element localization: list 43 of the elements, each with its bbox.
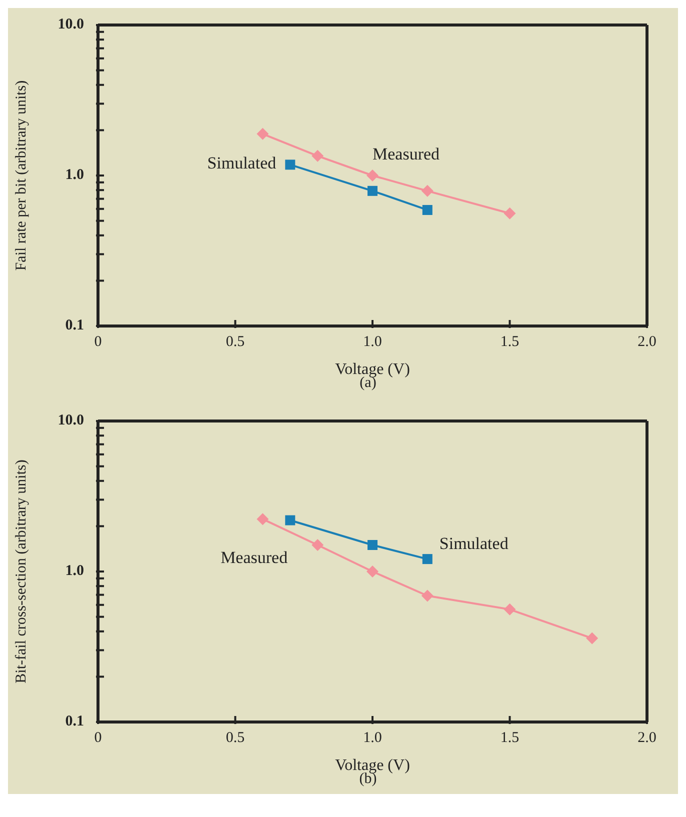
point xyxy=(368,186,378,196)
y-tick-label: 0.1 xyxy=(65,713,84,730)
x-axis-title: Voltage (V) xyxy=(335,757,410,774)
x-tick-label: 1.0 xyxy=(363,334,382,350)
x-tick-label: 1.5 xyxy=(500,334,520,350)
text: (b) xyxy=(359,771,377,788)
x-axis-title: Voltage (V) xyxy=(335,361,410,378)
x-tick-label: 0 xyxy=(94,730,102,746)
series-label: Simulated xyxy=(439,534,509,553)
y-tick-label: 10.0 xyxy=(58,16,84,32)
series-label: Measured xyxy=(220,548,288,567)
point xyxy=(422,204,432,215)
point xyxy=(368,540,378,550)
x-tick-label: 0.5 xyxy=(226,730,245,746)
point xyxy=(421,184,434,197)
point xyxy=(422,554,432,564)
x-tick-label: 0 xyxy=(94,334,102,350)
point xyxy=(504,603,516,616)
text: (a) xyxy=(360,375,376,392)
series-label: Simulated xyxy=(207,154,277,173)
y-tick-label: 1.0 xyxy=(65,562,84,579)
point xyxy=(504,207,516,220)
x-tick-label: 2.0 xyxy=(638,334,656,350)
x-tick-label: 1.5 xyxy=(500,730,520,746)
y-tick-label: 1.0 xyxy=(65,166,84,183)
point xyxy=(285,160,296,170)
y-axis-title: Bit-fail cross-section (arbitrary units) xyxy=(13,460,30,684)
y-tick-label: 0.1 xyxy=(65,317,84,334)
x-tick-label: 0.5 xyxy=(226,334,245,350)
x-tick-label: 1.0 xyxy=(363,730,382,746)
point xyxy=(312,539,324,551)
y-axis-title: Fail rate per bit (arbitrary units) xyxy=(13,80,30,271)
x-tick-label: 2.0 xyxy=(638,730,656,746)
series-label: Measured xyxy=(372,144,440,164)
point xyxy=(366,170,378,182)
point xyxy=(285,515,296,526)
point xyxy=(586,632,598,644)
point xyxy=(256,513,269,526)
point xyxy=(312,150,324,162)
point xyxy=(421,590,434,602)
y-tick-label: 10.0 xyxy=(58,412,84,428)
point xyxy=(256,128,269,140)
point xyxy=(366,566,378,578)
